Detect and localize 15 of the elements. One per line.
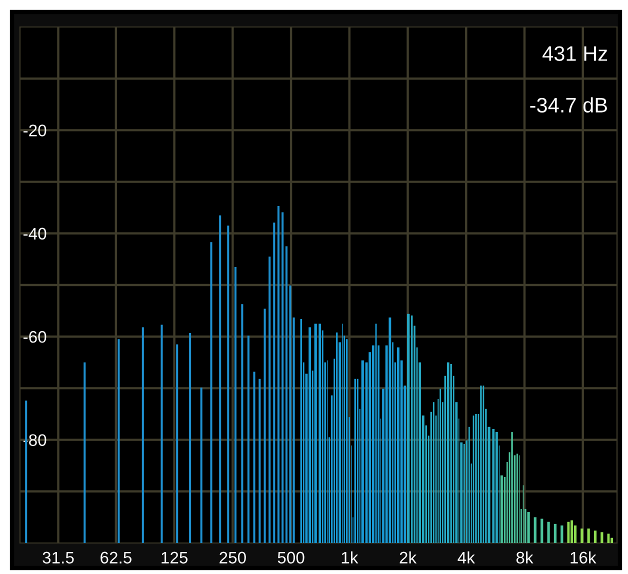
y-tick-label: -40 (24, 228, 46, 240)
x-tick-label: 500 (278, 552, 304, 564)
y-tick-label: -60 (24, 331, 46, 343)
x-tick-label: 250 (220, 552, 246, 564)
annotation: 431 Hz (542, 46, 608, 61)
x-tick-label: 125 (162, 552, 188, 564)
annotation: -34.7 dB (530, 97, 607, 113)
x-tick-label: 16k (570, 551, 596, 564)
x-tick-label: 62.5 (100, 552, 132, 564)
x-tick-label: 31.5 (42, 552, 74, 564)
y-tick-label: -20 (24, 124, 46, 136)
x-tick-label: 4k (458, 551, 475, 564)
x-tick-label: 1k (342, 551, 358, 564)
x-tick-label: 8k (516, 551, 534, 564)
x-tick-label: 2k (400, 551, 417, 564)
